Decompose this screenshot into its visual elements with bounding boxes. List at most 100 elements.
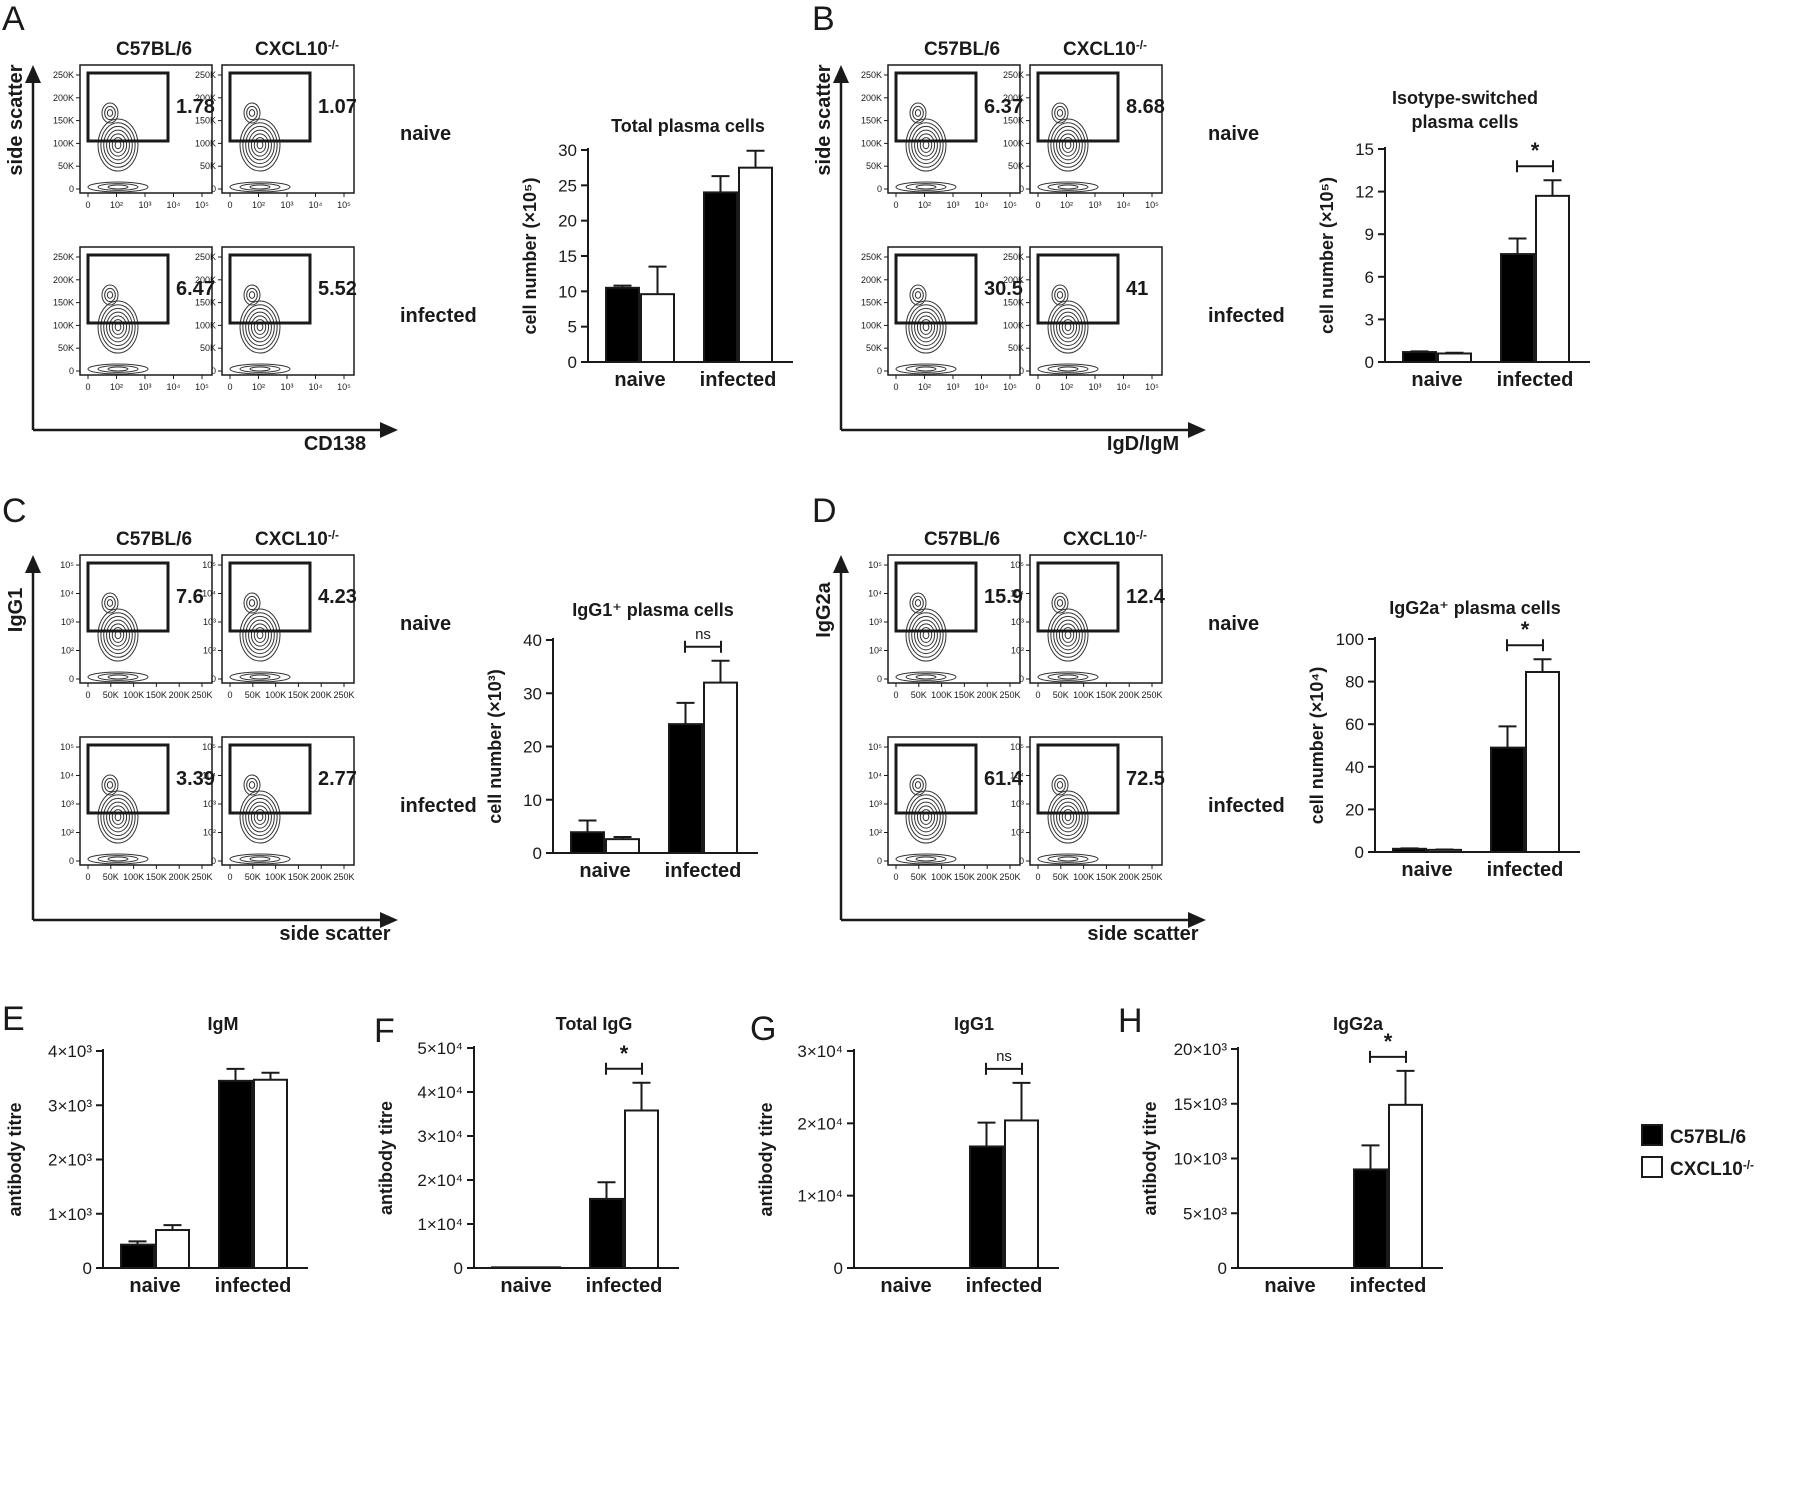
x-category-label: naive xyxy=(1264,1275,1315,1297)
contour-line xyxy=(895,671,957,683)
contour-line xyxy=(106,619,130,651)
flow-x-tick-label: 10³ xyxy=(1088,200,1101,210)
y-tick-label: 30 xyxy=(523,684,542,703)
flow-y-tick-label: 200K xyxy=(195,275,216,285)
bar-c57bl6 xyxy=(120,1243,155,1269)
contour-line xyxy=(106,311,130,343)
flow-x-tick-label: 200K xyxy=(977,872,998,882)
flow-y-tick-label: 100K xyxy=(195,320,216,330)
panel-letter-C: C xyxy=(2,492,27,530)
contour-line xyxy=(242,612,278,658)
contour-line xyxy=(1061,137,1075,153)
x-axis-title: side scatter xyxy=(1087,923,1198,945)
y-tick-label: 15×10³ xyxy=(1174,1095,1228,1114)
contour-line xyxy=(909,102,927,124)
flow-x-tick-label: 250K xyxy=(999,690,1020,700)
contour-line xyxy=(1037,363,1099,375)
gate-percentage: 12.4 xyxy=(1126,586,1166,608)
contour-line xyxy=(911,307,941,347)
row-label-infected: infected xyxy=(400,795,477,817)
contour-line xyxy=(253,137,267,153)
flow-y-tick-label: 10⁴ xyxy=(60,771,74,781)
flow-x-tick-label: 10⁵ xyxy=(195,382,209,392)
flow-x-tick-label: 50K xyxy=(103,690,119,700)
flow-x-tick-label: 50K xyxy=(245,872,261,882)
flow-y-tick-label: 150K xyxy=(1003,298,1024,308)
y-axis-arrowhead xyxy=(833,65,849,83)
contour-line xyxy=(1056,129,1080,161)
flow-y-tick-label: 0 xyxy=(69,856,74,866)
contour-line xyxy=(1057,674,1079,680)
flow-plot-frame xyxy=(79,554,213,684)
contour-line xyxy=(1054,595,1066,611)
flow-x-tick-label: 150K xyxy=(954,872,975,882)
contour-line xyxy=(905,608,947,662)
gate-percentage: 7.6 xyxy=(176,586,204,608)
y-tick-label: 15 xyxy=(1355,140,1374,159)
row-label-naive: naive xyxy=(1208,613,1259,635)
igg-gate xyxy=(228,561,312,633)
contour-line xyxy=(1057,856,1079,862)
contour-line xyxy=(905,673,947,681)
contour-line xyxy=(101,284,119,306)
bar-c57bl6 xyxy=(218,1079,253,1270)
y-tick-label: 0 xyxy=(1355,843,1364,862)
y-tick-label: 40 xyxy=(523,631,542,650)
bar-c57bl6 xyxy=(1353,1168,1388,1269)
contour-line xyxy=(229,671,291,683)
y-axis-label: cell number (×10³) xyxy=(485,669,505,824)
contour-line xyxy=(1047,365,1089,373)
contour-line xyxy=(87,363,149,375)
contour-line xyxy=(912,777,924,793)
flow-x-tick-label: 250K xyxy=(333,872,354,882)
column-label-wt: C57BL/6 xyxy=(924,39,1000,60)
contour-line xyxy=(103,125,133,165)
contour-line xyxy=(239,673,281,681)
contour-line xyxy=(253,319,267,335)
contour-line xyxy=(242,304,278,350)
x-category-label: naive xyxy=(880,1275,931,1297)
y-tick-label: 0 xyxy=(834,1259,843,1278)
contour-line xyxy=(246,777,258,793)
flow-y-tick-label: 0 xyxy=(211,366,216,376)
flow-y-tick-label: 10³ xyxy=(869,617,882,627)
contour-line xyxy=(919,627,933,643)
contour-line xyxy=(912,287,924,303)
contour-line xyxy=(1058,623,1078,647)
flow-x-tick-label: 10⁴ xyxy=(309,382,323,392)
flow-y-tick-label: 100K xyxy=(53,320,74,330)
contour-line xyxy=(905,855,947,863)
contour-line xyxy=(1057,366,1079,372)
contour-line xyxy=(108,133,128,157)
y-tick-label: 0 xyxy=(83,1259,92,1278)
bar-c57bl6 xyxy=(570,831,605,854)
contour-line xyxy=(248,781,256,789)
flow-x-tick-label: 0 xyxy=(893,200,898,210)
contour-line xyxy=(248,109,256,117)
contour-line xyxy=(253,627,267,643)
contour-line xyxy=(919,809,933,825)
contour-line xyxy=(106,599,114,607)
contour-line xyxy=(914,619,938,651)
contour-line xyxy=(914,599,922,607)
x-axis-arrowhead xyxy=(1188,912,1206,928)
flow-x-tick-label: 0 xyxy=(227,382,232,392)
contour-line xyxy=(104,287,116,303)
flow-y-tick-label: 200K xyxy=(861,93,882,103)
contour-line xyxy=(103,797,133,837)
flow-y-tick-label: 250K xyxy=(195,70,216,80)
contour-line xyxy=(1061,319,1075,335)
bar-c57bl6 xyxy=(668,723,703,855)
y-tick-label: 2×10⁴ xyxy=(797,1114,843,1133)
contour-line xyxy=(914,801,938,833)
flow-x-tick-label: 10² xyxy=(1060,382,1073,392)
contour-line xyxy=(915,184,937,190)
flow-x-tick-label: 200K xyxy=(311,690,332,700)
contour-line xyxy=(914,129,938,161)
contour-line xyxy=(246,287,258,303)
contour-line xyxy=(905,300,947,354)
y-tick-label: 20 xyxy=(523,738,542,757)
contour-line xyxy=(97,790,139,844)
contour-line xyxy=(243,102,261,124)
contour-line xyxy=(895,363,957,375)
